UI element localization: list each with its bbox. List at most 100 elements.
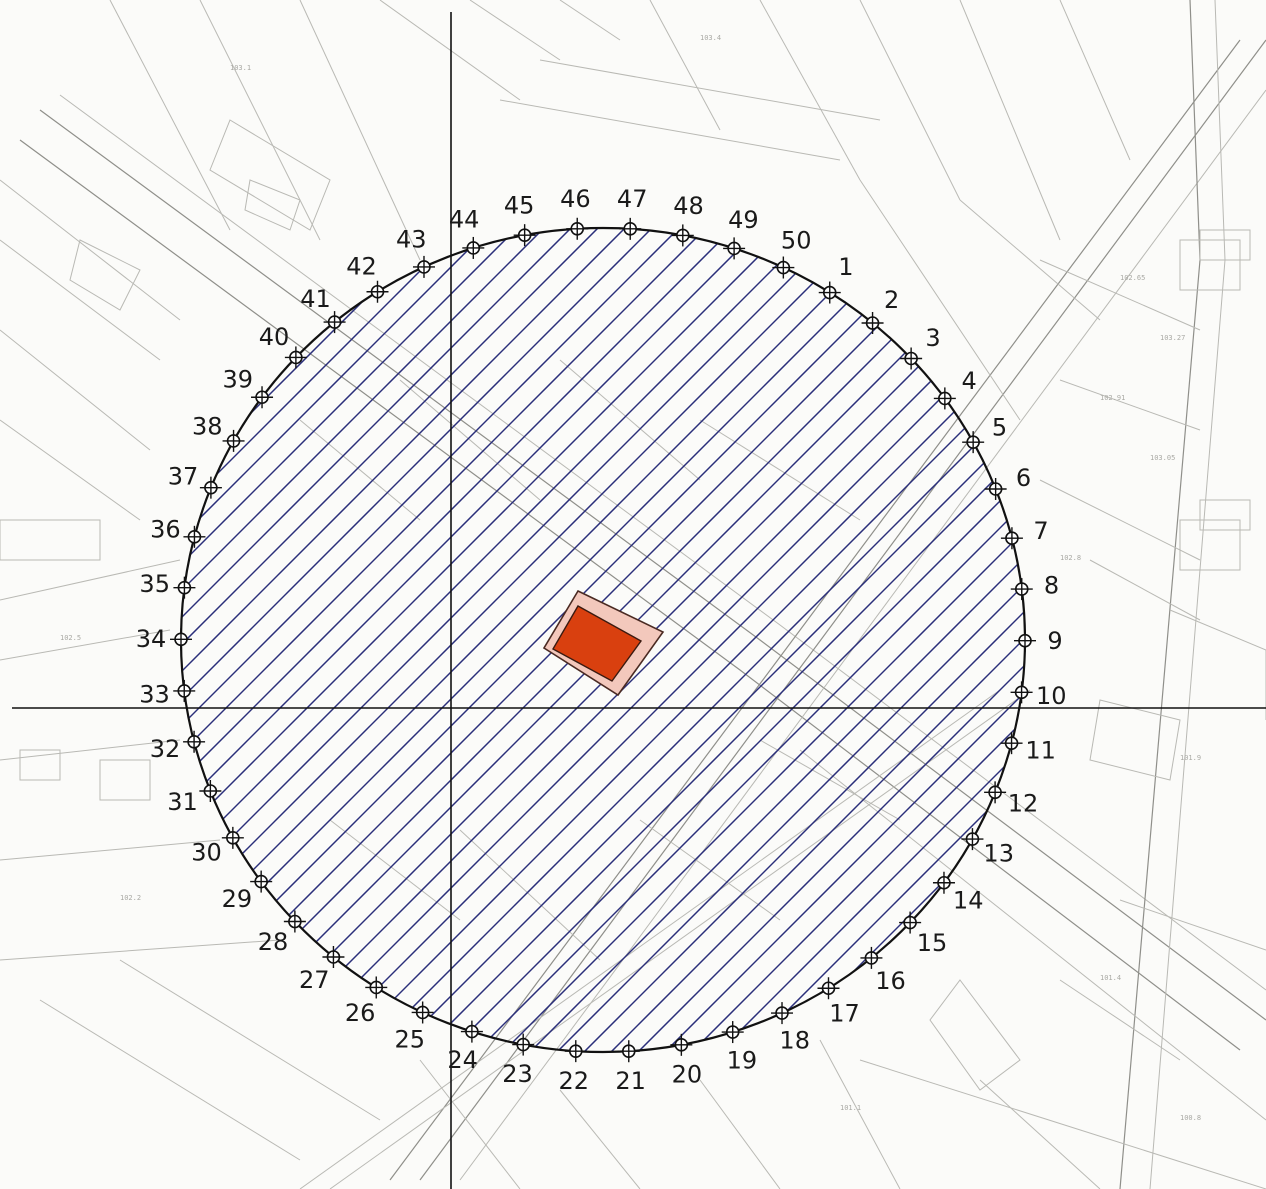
hatch-line (0, 0, 178, 1100)
point-label: 7 (1033, 517, 1048, 545)
point-label: 15 (917, 929, 948, 957)
boundary-point-45: 45 (504, 192, 536, 247)
boundary-point-8: 8 (1010, 571, 1059, 601)
boundary-point-29: 29 (222, 870, 273, 913)
hatch-line (181, 228, 962, 1052)
point-label: 47 (617, 185, 648, 213)
boundary-point-30: 30 (191, 826, 244, 866)
hatch-line (181, 228, 1025, 1052)
point-label: 40 (259, 323, 290, 351)
hatch-line (319, 228, 1025, 1052)
boundary-point-39: 39 (223, 366, 274, 409)
point-label: 25 (395, 1026, 426, 1054)
hatch-line (211, 228, 1025, 1052)
boundary-point-34: 34 (136, 625, 193, 653)
point-label: 30 (191, 838, 222, 866)
hatch-line (181, 228, 881, 1052)
svg-text:102.91: 102.91 (1100, 394, 1125, 402)
point-label: 5 (992, 414, 1007, 442)
hatch-line (994, 228, 1025, 1052)
hatch-line (616, 228, 1025, 1052)
hatch-line (181, 228, 800, 1052)
hatch-line (670, 228, 1025, 1052)
hatch-line (181, 228, 287, 1052)
boundary-point-4: 4 (933, 367, 977, 410)
svg-text:101.1: 101.1 (840, 1104, 861, 1112)
hatch-line (181, 228, 1025, 1052)
hatch-line (0, 0, 70, 1100)
boundary-point-37: 37 (168, 463, 222, 499)
hatch-line (181, 228, 935, 1052)
point-label: 29 (222, 885, 253, 913)
boundary-point-42: 42 (346, 252, 389, 303)
point-label: 8 (1044, 571, 1059, 599)
boundary-point-35: 35 (139, 570, 196, 599)
point-label: 17 (829, 1000, 860, 1028)
svg-text:102.2: 102.2 (120, 894, 141, 902)
hatch-line (184, 228, 1025, 1052)
hatch-line (481, 228, 1025, 1052)
hatch-line (181, 228, 449, 1052)
hatch-line (181, 228, 368, 1052)
svg-text:102.5: 102.5 (60, 634, 81, 642)
hatch-line (508, 228, 1025, 1052)
hatch-line (724, 228, 1025, 1052)
boundary-point-17: 17 (817, 977, 860, 1028)
boundary-point-47: 47 (617, 185, 648, 240)
hatch-line (0, 0, 151, 1100)
point-label: 28 (258, 928, 289, 956)
point-label: 21 (615, 1067, 646, 1095)
hatch-line (181, 228, 1025, 1052)
point-label: 45 (504, 192, 535, 220)
hatch-line (181, 228, 746, 1052)
hatch-line (400, 228, 1025, 1052)
hatch-line (181, 228, 719, 1052)
hatch-line (181, 228, 908, 1052)
boundary-point-5: 5 (962, 414, 1007, 454)
hatch-line (1049, 0, 1266, 1100)
hatch-line (562, 228, 1025, 1052)
hatch-line (1103, 0, 1266, 1100)
boundary-point-31: 31 (167, 779, 222, 816)
hatch-line (454, 228, 1025, 1052)
hatch-line (181, 228, 584, 1052)
boundary-point-48: 48 (671, 192, 704, 247)
hatch-line (181, 228, 1025, 1052)
point-label: 3 (925, 324, 940, 352)
point-label: 49 (728, 206, 759, 234)
svg-text:103.27: 103.27 (1160, 334, 1185, 342)
boundary-point-1: 1 (818, 253, 854, 304)
point-label: 31 (167, 788, 198, 816)
point-label: 20 (672, 1060, 703, 1088)
hatch-line (265, 228, 1025, 1052)
boundary-point-21: 21 (615, 1040, 646, 1095)
hatch-line (0, 0, 124, 1100)
boundary-point-49: 49 (723, 206, 759, 260)
boundary-point-23: 23 (502, 1033, 535, 1088)
hatch-line (913, 228, 1025, 1052)
building-footprint (552, 605, 643, 682)
boundary-point-43: 43 (396, 226, 435, 278)
point-label: 2 (884, 286, 899, 314)
boundary-point-50: 50 (772, 226, 811, 279)
svg-text:101.9: 101.9 (1180, 754, 1201, 762)
svg-text:103.1: 103.1 (230, 64, 251, 72)
building-marker (542, 589, 665, 697)
hatch-line (589, 228, 1025, 1052)
hatch-line (697, 228, 1025, 1052)
boundary-point-25: 25 (395, 1001, 434, 1054)
point-label: 9 (1047, 627, 1062, 655)
point-label: 44 (449, 205, 480, 233)
point-label: 33 (139, 681, 170, 709)
boundary-point-38: 38 (192, 412, 245, 452)
boundary-point-13: 13 (961, 828, 1014, 868)
point-label: 41 (300, 285, 331, 313)
boundary-point-22: 22 (559, 1040, 589, 1095)
point-label: 1 (838, 253, 853, 281)
hatch-line (181, 228, 692, 1052)
hatch-line (181, 228, 1025, 1052)
hatch-line (1238, 0, 1266, 1100)
hatch-line (643, 228, 1025, 1052)
boundary-point-18: 18 (771, 1002, 810, 1054)
